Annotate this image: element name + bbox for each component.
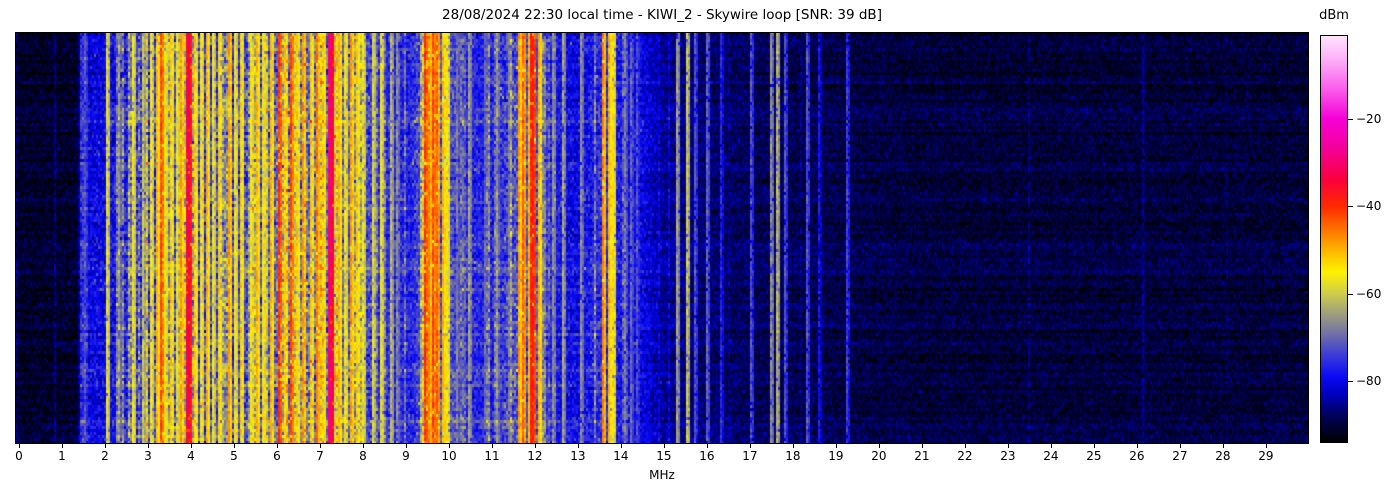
x-tick-mark [147, 444, 149, 448]
colorbar [1320, 35, 1348, 443]
x-tick-label: 24 [1043, 449, 1059, 463]
x-tick-mark [964, 444, 966, 448]
x-tick-mark [319, 444, 321, 448]
x-tick-mark [1136, 444, 1138, 448]
x-tick-label: 17 [742, 449, 758, 463]
x-tick-label: 23 [1000, 449, 1016, 463]
x-tick-label: 4 [187, 449, 195, 463]
x-tick-label: 2 [101, 449, 109, 463]
x-tick-label: 10 [441, 449, 457, 463]
x-tick-label: 13 [570, 449, 586, 463]
x-axis-label: MHz [649, 468, 675, 482]
chart-title: 28/08/2024 22:30 local time - KIWI_2 - S… [442, 7, 882, 23]
x-tick-label: 27 [1172, 449, 1188, 463]
colorbar-tick-mark [1348, 206, 1353, 208]
x-tick-label: 5 [230, 449, 238, 463]
x-tick-label: 0 [15, 449, 23, 463]
spectrogram-canvas [16, 33, 1308, 443]
colorbar-unit-label: dBm [1319, 8, 1349, 23]
x-tick-mark [792, 444, 794, 448]
x-tick-label: 7 [316, 449, 324, 463]
x-tick-mark [276, 444, 278, 448]
x-tick-label: 19 [828, 449, 844, 463]
x-tick-mark [749, 444, 751, 448]
x-tick-mark [878, 444, 880, 448]
colorbar-tick-label: −80 [1356, 373, 1382, 388]
x-tick-label: 18 [785, 449, 801, 463]
x-tick-mark [62, 444, 63, 448]
x-tick-label: 1 [58, 449, 66, 463]
x-tick-label: 6 [273, 449, 281, 463]
x-tick-label: 16 [699, 449, 715, 463]
x-tick-label: 3 [144, 449, 152, 463]
x-tick-mark [190, 444, 192, 448]
x-tick-label: 21 [914, 449, 930, 463]
x-tick-label: 8 [359, 449, 367, 463]
x-tick-mark [448, 444, 450, 448]
x-tick-label: 29 [1258, 449, 1274, 463]
x-tick-mark [835, 444, 837, 448]
x-tick-label: 28 [1215, 449, 1231, 463]
x-tick-mark [104, 444, 106, 448]
x-tick-mark [577, 444, 579, 448]
x-tick-mark [663, 444, 665, 448]
colorbar-tick-label: −20 [1356, 111, 1382, 126]
x-tick-mark [620, 444, 622, 448]
x-tick-label: 25 [1086, 449, 1102, 463]
x-tick-mark [1007, 444, 1009, 448]
x-tick-mark [1222, 444, 1224, 448]
x-tick-mark [1093, 444, 1095, 448]
x-tick-label: 14 [613, 449, 629, 463]
x-tick-mark [1179, 444, 1181, 448]
x-tick-mark [362, 444, 364, 448]
x-tick-mark [706, 444, 708, 448]
x-tick-mark [921, 444, 923, 448]
x-tick-label: 20 [871, 449, 887, 463]
x-tick-mark [1265, 444, 1267, 448]
colorbar-tick-mark [1348, 380, 1353, 382]
x-tick-label: 11 [484, 449, 500, 463]
x-tick-mark [491, 444, 493, 448]
x-tick-label: 26 [1129, 449, 1145, 463]
x-tick-label: 12 [527, 449, 543, 463]
colorbar-tick-label: −60 [1356, 286, 1382, 301]
colorbar-tick-mark [1348, 118, 1353, 120]
x-tick-label: 22 [957, 449, 973, 463]
x-tick-mark [405, 444, 407, 448]
x-tick-label: 9 [402, 449, 410, 463]
plot-area [15, 32, 1309, 444]
x-tick-label: 15 [656, 449, 672, 463]
colorbar-tick-mark [1348, 293, 1353, 295]
x-tick-mark [233, 444, 235, 448]
colorbar-tick-label: −40 [1356, 199, 1382, 214]
x-tick-mark [1050, 444, 1052, 448]
x-tick-mark [19, 444, 20, 448]
x-tick-mark [534, 444, 536, 448]
